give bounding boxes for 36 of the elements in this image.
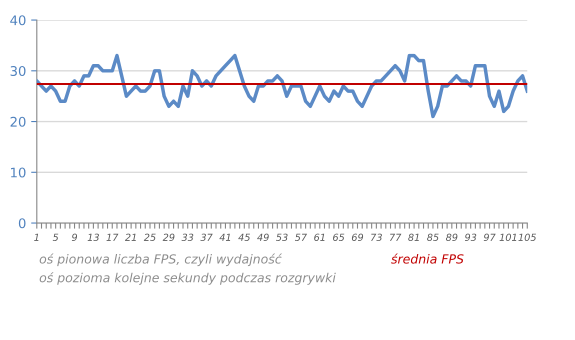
y-tick-label: 0 xyxy=(18,218,26,228)
ref-line-label: średnia FPS xyxy=(391,254,464,264)
x-tick-label: 65 xyxy=(333,234,344,241)
x-tick-label: 25 xyxy=(144,234,156,241)
text: oś pozioma kolejne sekundy podczas rozgrywki xyxy=(40,272,336,285)
x-tick-label: 97 xyxy=(484,234,496,241)
x-tick-label: 73 xyxy=(371,234,382,241)
x-tick-label: 37 xyxy=(200,234,213,241)
x-tick-label: 85 xyxy=(427,234,439,241)
x-tick-label: 5 xyxy=(52,234,58,241)
x-tick-label: 77 xyxy=(390,234,402,241)
x-tick-label: 89 xyxy=(446,234,458,241)
text: oś pionowa liczba FPS, czyli wydajność xyxy=(40,254,282,266)
x-tick-label: 105 xyxy=(518,234,536,241)
x-tick-label: 9 xyxy=(72,234,78,241)
x-tick-label: 33 xyxy=(182,234,194,241)
y-tick-label: 30 xyxy=(10,66,26,76)
y-tick-label: 40 xyxy=(10,15,26,26)
y-tick-label: 20 xyxy=(10,116,26,127)
line-series xyxy=(36,54,528,118)
x-tick-label: 1 xyxy=(34,234,38,241)
x-tick-label: 53 xyxy=(276,234,288,241)
x-tick-label: 45 xyxy=(238,234,250,241)
x-tick-label: 49 xyxy=(257,234,269,241)
x-tick-label: 41 xyxy=(219,234,230,241)
x-tick-label: 29 xyxy=(162,234,174,241)
x-tick-label: 81 xyxy=(408,234,419,241)
x-tick-label: 93 xyxy=(464,234,476,241)
x-tick-label: 57 xyxy=(294,234,307,241)
x-tick-label: 17 xyxy=(106,234,118,241)
x-tick-label: 61 xyxy=(314,234,324,241)
x-tick-label: 13 xyxy=(88,234,99,241)
y-tick-label: 10 xyxy=(11,168,26,178)
x-tick-label: 69 xyxy=(352,234,364,241)
x-tick-label: 21 xyxy=(124,234,136,241)
x-tick-label: 101 xyxy=(500,234,516,241)
